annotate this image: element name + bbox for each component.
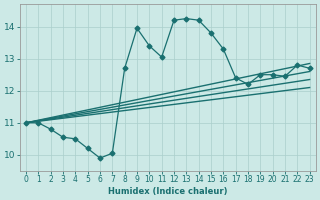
X-axis label: Humidex (Indice chaleur): Humidex (Indice chaleur): [108, 187, 228, 196]
